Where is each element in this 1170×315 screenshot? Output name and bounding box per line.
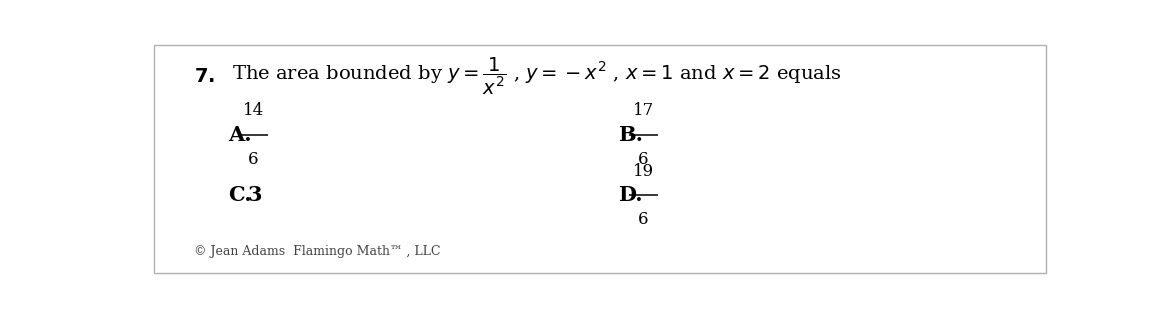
FancyBboxPatch shape (153, 45, 1046, 273)
Text: 6: 6 (638, 211, 648, 228)
Text: D.: D. (618, 186, 642, 205)
Text: 17: 17 (633, 102, 654, 119)
Text: $\mathbf{7.}$: $\mathbf{7.}$ (194, 68, 215, 86)
Text: 3: 3 (248, 186, 262, 205)
Text: 6: 6 (638, 151, 648, 168)
Text: 6: 6 (248, 151, 259, 168)
Text: © Jean Adams  Flamingo Math™ , LLC: © Jean Adams Flamingo Math™ , LLC (194, 245, 441, 258)
Text: The area bounded by $y = \dfrac{1}{x^2}$ , $y = -x^2$ , $x = 1$ and $x = 2$ equa: The area bounded by $y = \dfrac{1}{x^2}$… (233, 56, 842, 97)
Text: 19: 19 (633, 163, 654, 180)
Text: 14: 14 (242, 102, 264, 119)
Text: A.: A. (228, 125, 252, 145)
Text: C.: C. (228, 186, 252, 205)
Text: B.: B. (618, 125, 642, 145)
